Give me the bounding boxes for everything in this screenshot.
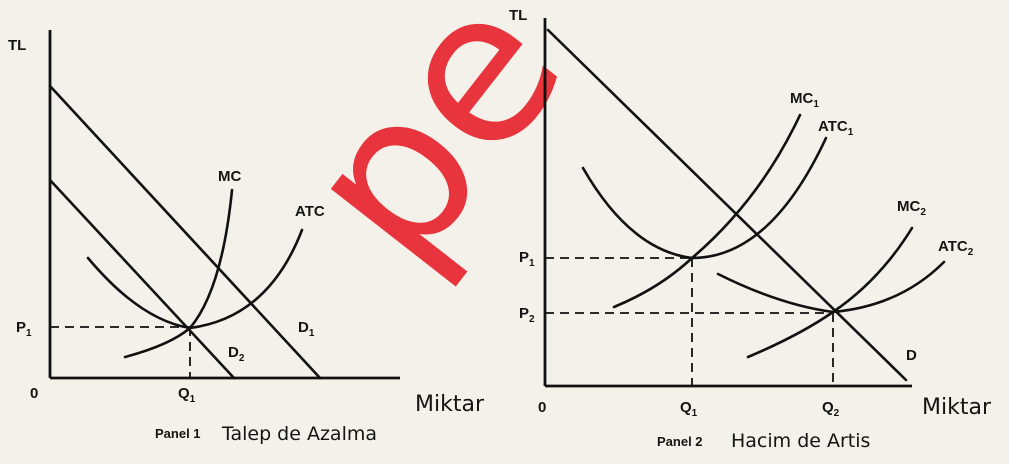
panel1-d2-line (48, 178, 236, 380)
panel2-atc1-sub: 1 (848, 127, 854, 138)
panel2-q1-label: Q1 (680, 399, 698, 419)
panel1-caption-title: Talep de Azalma (221, 423, 377, 445)
panel1-p1-text: P (16, 319, 26, 336)
panel2-q1-sub: 1 (692, 408, 698, 419)
panel2-atc1-label: ATC1 (818, 118, 854, 138)
panel1-q1-label: Q1 (178, 385, 196, 405)
panel2-atc2-label: ATC2 (938, 238, 974, 258)
panel2-mc1-sub: 1 (813, 99, 819, 110)
panel2-mc2-curve (746, 226, 914, 359)
panel1-p1-label: P1 (16, 319, 32, 339)
panel-1: TL 0 MC ATC D1 D2 P1 Q1 Miktar Panel 1 T… (8, 30, 485, 445)
panel1-q1-text: Q (178, 385, 190, 402)
panel1-d1-sub: 1 (309, 328, 315, 339)
panel1-p1-sub: 1 (26, 328, 32, 339)
panel2-p1-label: P1 (519, 249, 535, 269)
panel1-origin-label: 0 (30, 385, 38, 402)
panel2-d-line (546, 28, 908, 382)
panel1-q1-sub: 1 (190, 394, 196, 405)
panel2-p2-text: P (519, 305, 529, 322)
panel1-d2-sub: 2 (239, 353, 245, 364)
panel2-mc1-curve (612, 113, 802, 309)
panel2-caption-number: Panel 2 (657, 434, 703, 449)
panel2-mc2-sub: 2 (920, 207, 926, 218)
panel2-mc1-label: MC1 (790, 90, 819, 110)
panel1-d2-text: D (228, 344, 239, 361)
panel1-atc-label: ATC (295, 203, 325, 220)
panel2-mc1-text: MC (790, 90, 813, 107)
panel2-p2-sub: 2 (529, 314, 535, 325)
panel2-p2-label: P2 (519, 305, 535, 325)
panel2-q2-label: Q2 (822, 399, 840, 419)
panel2-mc2-label: MC2 (897, 198, 926, 218)
panel2-q2-sub: 2 (834, 408, 840, 419)
watermark-text: pe (256, 0, 611, 305)
panel2-atc2-text: ATC (938, 238, 968, 255)
panel1-d1-text: D (298, 319, 309, 336)
panel1-caption-number: Panel 1 (155, 426, 201, 441)
watermark: pe (256, 0, 611, 305)
panel1-d1-label: D1 (298, 319, 315, 339)
panel1-mc-curve (123, 188, 234, 359)
panel2-mc2-text: MC (897, 198, 920, 215)
panel2-q2-text: Q (822, 399, 834, 416)
panel2-y-axis-label: TL (509, 7, 527, 24)
panel1-d2-label: D2 (228, 344, 245, 364)
panel-2: TL 0 MC1 ATC1 MC2 ATC2 D P1 P2 Q1 Q2 Mik… (509, 7, 992, 452)
panel2-p1-sub: 1 (529, 258, 535, 269)
panel2-caption-title: Hacim de Artis (731, 430, 870, 452)
panel2-atc1-text: ATC (818, 118, 848, 135)
panel2-p1-text: P (519, 249, 529, 266)
panel2-origin-label: 0 (538, 399, 546, 416)
panel2-q1-text: Q (680, 399, 692, 416)
panel2-atc1-curve (581, 136, 828, 260)
panel1-mc-label: MC (218, 168, 241, 185)
panel1-y-axis-label: TL (8, 37, 26, 54)
panel1-x-axis-label: Miktar (415, 392, 485, 417)
panel2-x-axis-label: Miktar (922, 395, 992, 420)
panel2-atc2-sub: 2 (968, 247, 974, 258)
panel2-d-label: D (906, 347, 917, 364)
panel2-atc2-curve (716, 260, 946, 314)
panel1-d1-line (48, 84, 322, 380)
